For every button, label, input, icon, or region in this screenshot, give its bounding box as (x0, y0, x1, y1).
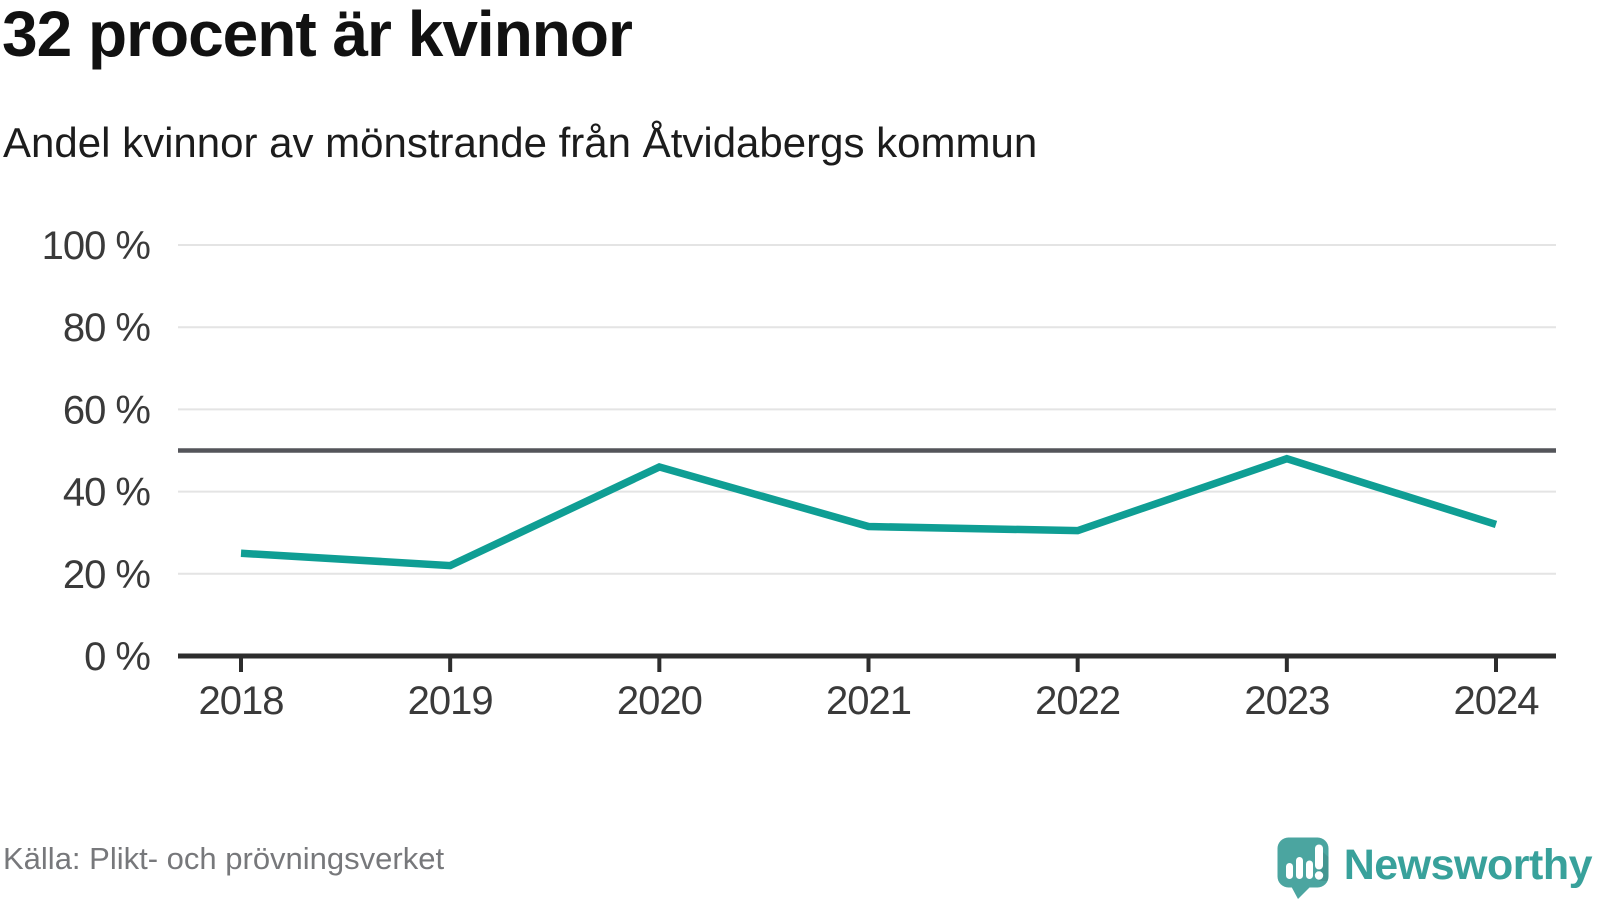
logo-bar-tall-icon (1295, 856, 1303, 879)
logo-bar-medium-icon (1305, 860, 1313, 879)
x-axis-label-2020: 2020 (617, 679, 702, 723)
line-chart-plot-area: 2018 2019 2020 2021 2022 2023 2024 0 % 20 % 40 % 6… (42, 224, 1556, 723)
x-axis-label-2021: 2021 (826, 679, 911, 723)
data-line (240, 454, 1498, 570)
x-axis-label-2024: 2024 (1454, 679, 1540, 723)
newsworthy-logo[interactable]: Newsworthy (1277, 836, 1593, 900)
y-axis-label-20: 20 % (63, 553, 151, 597)
logo-bubble-tail (1290, 885, 1311, 899)
x-axis-label-2022: 2022 (1035, 679, 1120, 723)
logo-exclamation-bar-icon (1314, 844, 1323, 869)
x-axis-label-2019: 2019 (408, 679, 493, 723)
logo-bar-small-icon (1285, 862, 1293, 879)
y-axis-label-100: 100 % (42, 224, 151, 268)
chart-subtitle: Andel kvinnor av mönstrande från Åtvidab… (3, 119, 1038, 166)
y-axis-label-0: 0 % (84, 635, 150, 679)
logo-exclamation-dot-icon (1314, 870, 1323, 880)
y-axis-label-80: 80 % (63, 306, 151, 350)
newsworthy-logo-icon (1277, 837, 1329, 899)
newsworthy-logo-text: Newsworthy (1343, 840, 1593, 889)
source-note: Källa: Plikt- och prövningsverket (3, 841, 445, 876)
x-axis-label-2018: 2018 (199, 679, 284, 723)
y-axis-label-60: 60 % (63, 388, 151, 432)
chart-title: 32 procent är kvinnor (2, 0, 633, 70)
y-axis-label-40: 40 % (63, 471, 151, 515)
x-axis-label-2023: 2023 (1244, 679, 1329, 723)
